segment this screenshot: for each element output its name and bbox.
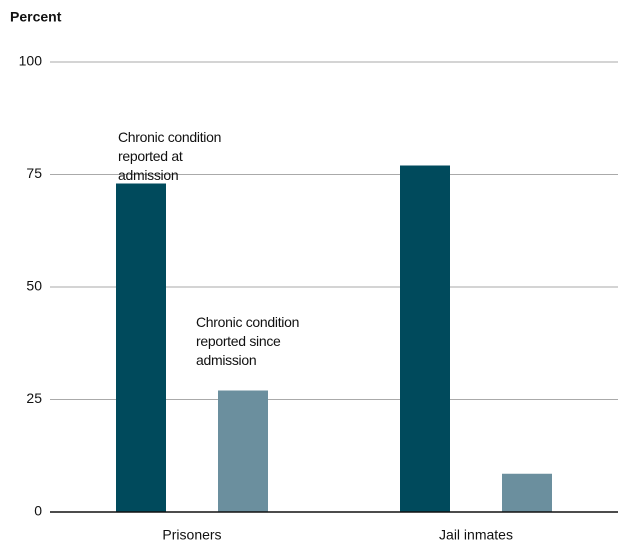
x-tick-label: Prisoners [162, 527, 221, 543]
y-tick-label: 0 [34, 503, 42, 519]
bar [400, 165, 450, 512]
bar [116, 183, 166, 512]
bar [218, 390, 268, 512]
y-tick-label: 50 [26, 278, 42, 294]
y-tick-label: 100 [19, 53, 43, 69]
y-tick-label: 75 [26, 165, 42, 181]
series-annotation: Chronic condition reported since admissi… [196, 313, 300, 368]
bar [502, 473, 552, 512]
y-axis-label: Percent [10, 9, 62, 25]
x-tick-label: Jail inmates [439, 527, 513, 543]
y-tick-label: 25 [26, 390, 42, 406]
series-annotation: Chronic condition reported at admission [118, 128, 222, 183]
